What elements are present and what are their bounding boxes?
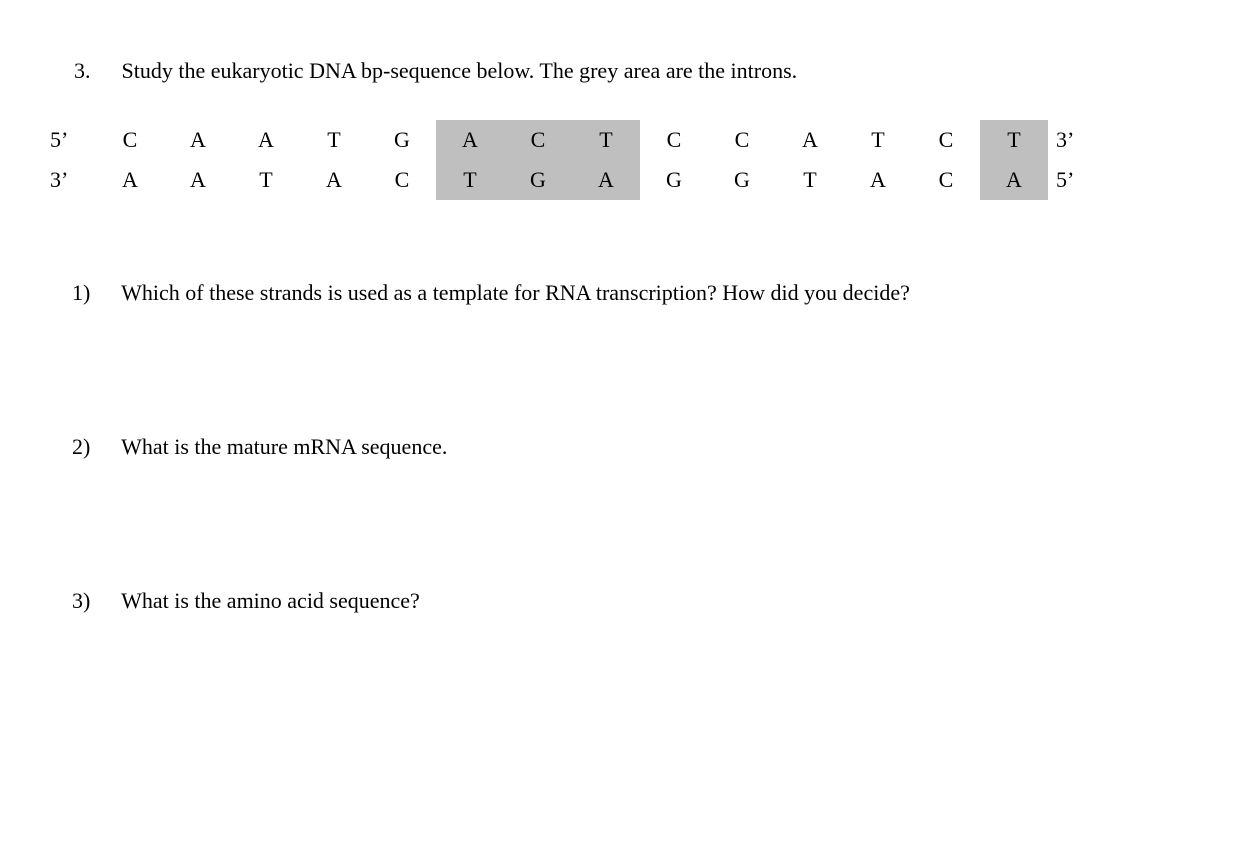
question-header: 3. Study the eukaryotic DNA bp-sequence … xyxy=(74,58,1200,84)
dna-base-intron: A xyxy=(980,160,1048,200)
top-right-label: 3’ xyxy=(1048,120,1096,160)
dna-base-intron: A xyxy=(572,160,640,200)
dna-base-intron: A xyxy=(436,120,504,160)
dna-base-intron: T xyxy=(980,120,1048,160)
question-number: 3. xyxy=(74,58,116,84)
sub-question-text: Which of these strands is used as a temp… xyxy=(121,280,910,305)
dna-base: G xyxy=(708,160,776,200)
dna-top-strand: 5’ C A A T G A C T C C A T C T 3’ xyxy=(48,120,1096,160)
dna-base: G xyxy=(368,120,436,160)
dna-base: C xyxy=(368,160,436,200)
sub-question-3: 3) What is the amino acid sequence? xyxy=(72,588,1200,614)
dna-base-intron: C xyxy=(504,120,572,160)
dna-base: T xyxy=(232,160,300,200)
dna-base: A xyxy=(164,120,232,160)
dna-base: T xyxy=(300,120,368,160)
dna-base-intron: T xyxy=(436,160,504,200)
dna-base: A xyxy=(300,160,368,200)
dna-base: A xyxy=(776,120,844,160)
dna-base-intron: G xyxy=(504,160,572,200)
dna-base: C xyxy=(96,120,164,160)
dna-base: T xyxy=(844,120,912,160)
bottom-right-label: 5’ xyxy=(1048,160,1096,200)
dna-base: T xyxy=(776,160,844,200)
dna-base: A xyxy=(164,160,232,200)
sub-question-1: 1) Which of these strands is used as a t… xyxy=(72,280,1200,306)
dna-base: A xyxy=(232,120,300,160)
dna-base: A xyxy=(96,160,164,200)
dna-base-intron: T xyxy=(572,120,640,160)
dna-base: C xyxy=(912,120,980,160)
sub-question-text: What is the amino acid sequence? xyxy=(121,588,420,613)
dna-base: G xyxy=(640,160,708,200)
dna-bottom-strand: 3’ A A T A C T G A G G T A C A 5’ xyxy=(48,160,1096,200)
dna-base: C xyxy=(708,120,776,160)
bottom-left-label: 3’ xyxy=(48,160,96,200)
question-text: Study the eukaryotic DNA bp-sequence bel… xyxy=(122,58,798,83)
sub-question-2: 2) What is the mature mRNA sequence. xyxy=(72,434,1200,460)
sub-question-number: 1) xyxy=(72,280,116,306)
sub-question-text: What is the mature mRNA sequence. xyxy=(121,434,447,459)
dna-base: A xyxy=(844,160,912,200)
sub-question-number: 3) xyxy=(72,588,116,614)
dna-base: C xyxy=(912,160,980,200)
top-left-label: 5’ xyxy=(48,120,96,160)
sub-question-number: 2) xyxy=(72,434,116,460)
dna-sequence-table: 5’ C A A T G A C T C C A T C T 3’ 3’ A A… xyxy=(48,120,1096,200)
dna-base: C xyxy=(640,120,708,160)
